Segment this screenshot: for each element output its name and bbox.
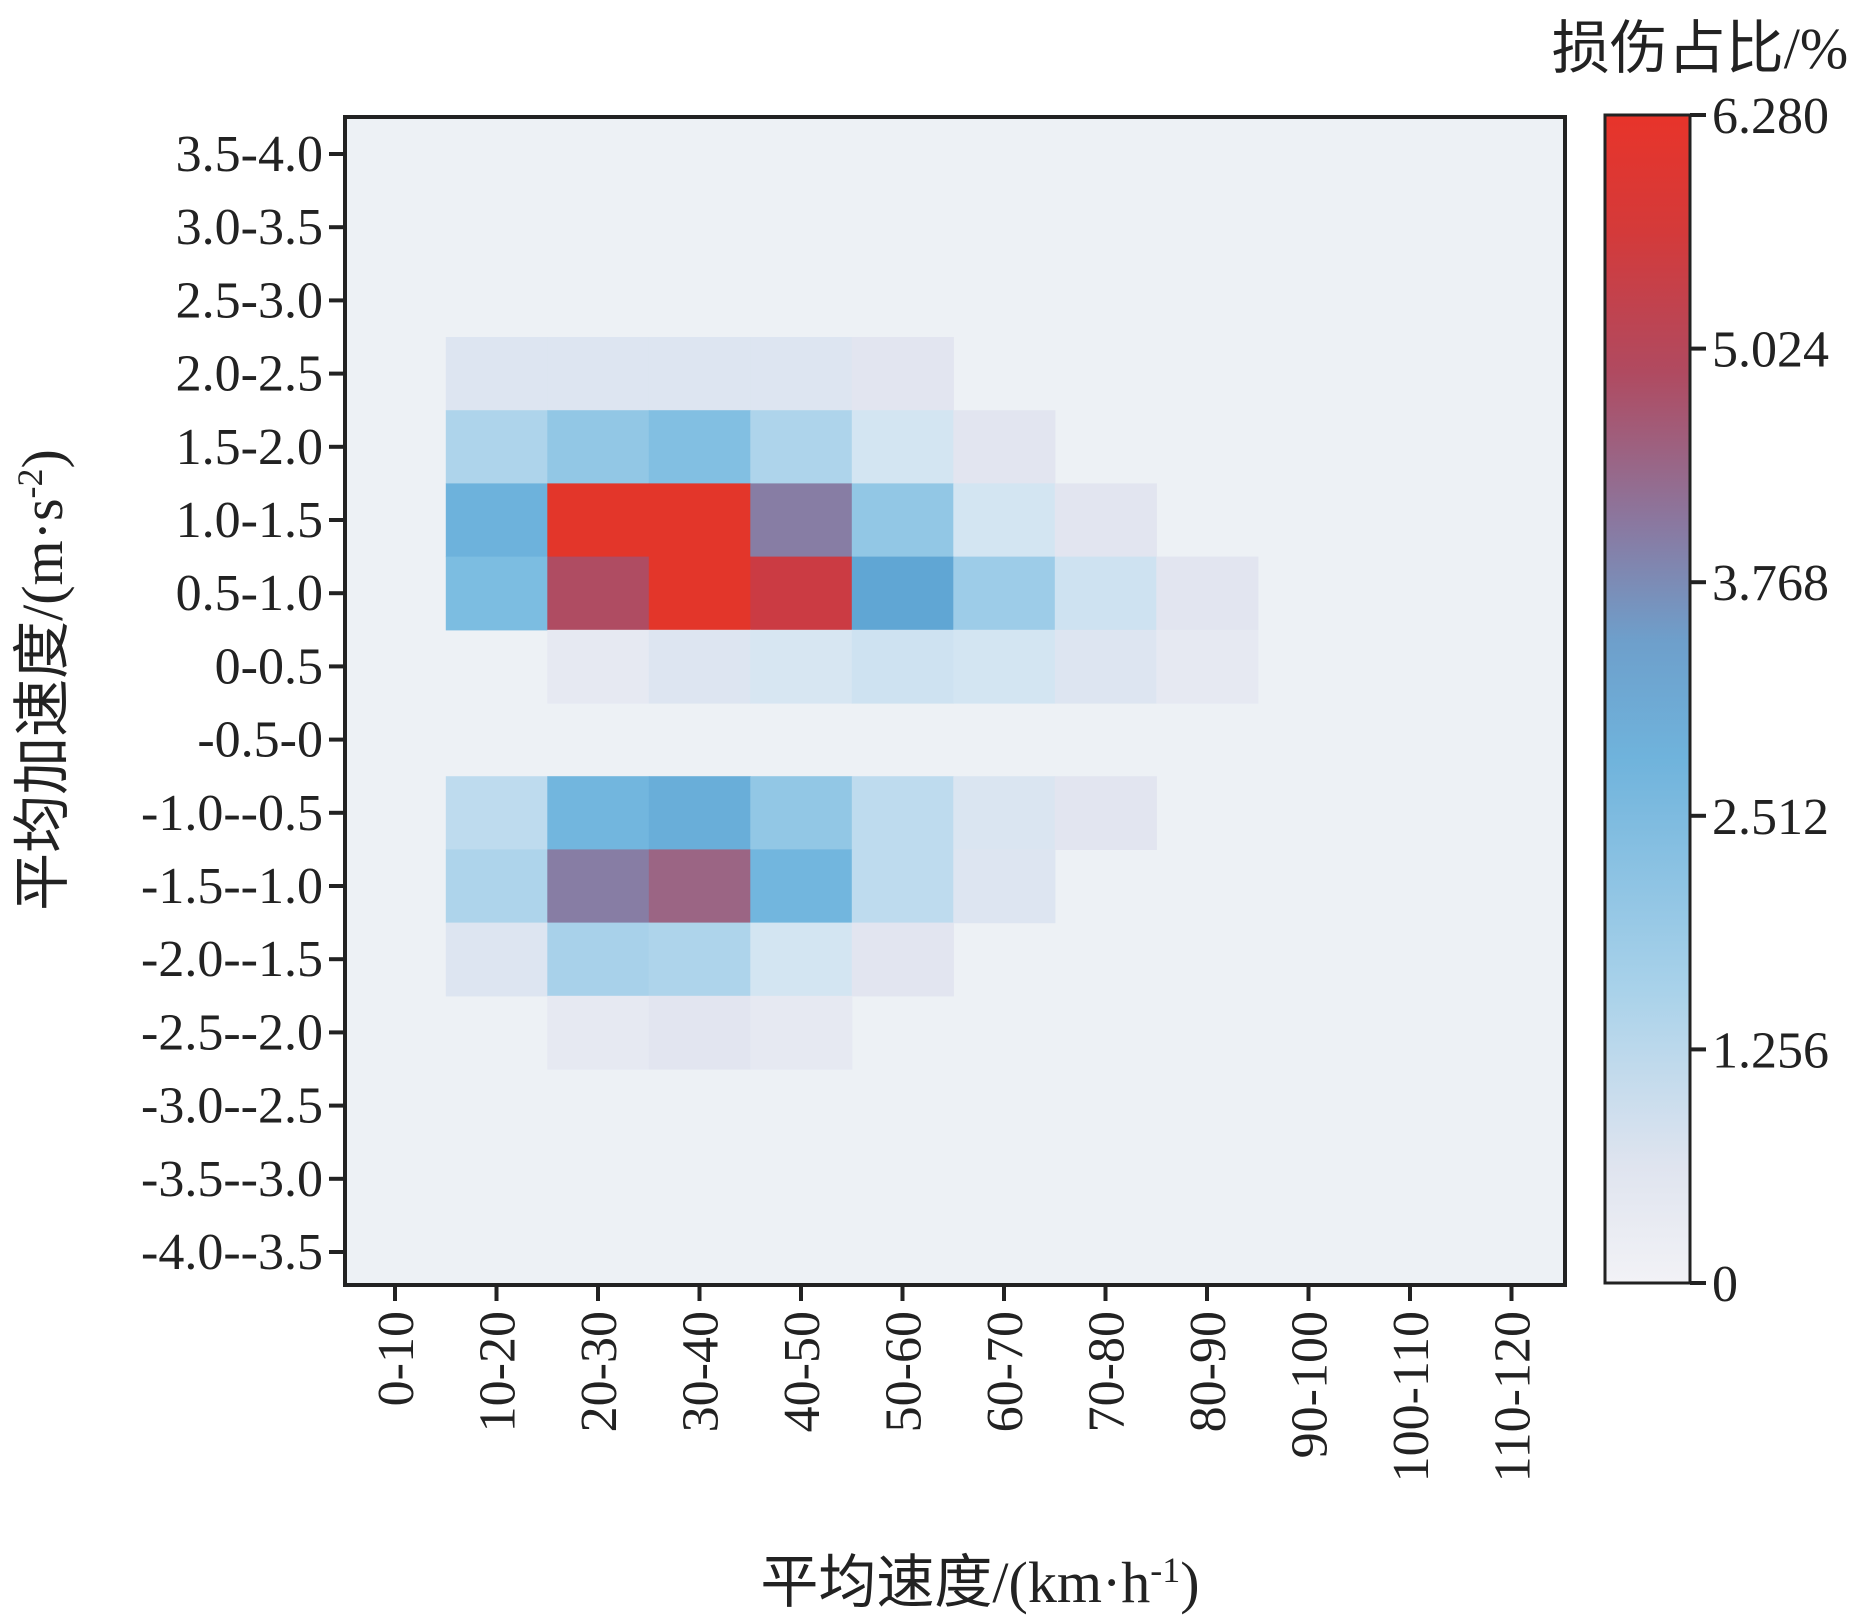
x-tick-label: 0-10 xyxy=(368,1311,425,1406)
colorbar-tick-label: 5.024 xyxy=(1712,322,1829,379)
heatmap-cell xyxy=(953,776,1056,850)
heatmap-cell xyxy=(547,629,650,704)
heatmap-cell xyxy=(750,849,853,924)
y-axis: 3.5-4.0 3.0-3.5 2.5-3.0 2.0-2.5 1.5-2.0 1.0-1… xyxy=(141,126,345,1281)
heatmap-cell xyxy=(648,776,751,850)
x-tick-label: 40-50 xyxy=(774,1311,831,1432)
x-tick-label: 80-90 xyxy=(1180,1311,1237,1432)
heatmap-cell xyxy=(851,849,954,924)
y-tick-label: -1.0--0.5 xyxy=(141,785,323,842)
heatmap-cell xyxy=(750,337,853,411)
heatmap-cell xyxy=(953,556,1056,631)
x-tick-label: 20-30 xyxy=(571,1311,628,1432)
heatmap-cell xyxy=(547,849,650,924)
heatmap-cell xyxy=(445,410,548,484)
heatmap-cell xyxy=(445,483,548,558)
x-axis-title: 平均速度/(km·h-1) xyxy=(760,1550,1199,1615)
colorbar-ticks: 6.280 5.024 3.768 2.512 1.256 0 xyxy=(1690,88,1829,1313)
heatmap-cell xyxy=(445,776,548,850)
y-tick-label: 1.0-1.5 xyxy=(176,492,323,549)
heatmap-cell xyxy=(648,629,751,704)
heatmap-cell xyxy=(648,849,751,924)
heatmap-cell xyxy=(547,337,650,411)
heatmap-cell xyxy=(851,629,954,704)
y-tick-label: -3.5--3.0 xyxy=(141,1151,323,1208)
y-tick-label: 2.0-2.5 xyxy=(176,346,323,403)
plot-frame xyxy=(343,115,1567,1287)
colorbar-tick-label: 1.256 xyxy=(1712,1022,1829,1079)
colorbar-tick-label: 2.512 xyxy=(1712,789,1829,846)
heatmap-cell xyxy=(851,410,954,484)
heatmap-cell xyxy=(648,556,751,631)
heatmap-cell xyxy=(648,410,751,484)
y-tick-label: 2.5-3.0 xyxy=(176,272,323,329)
heatmap-cell xyxy=(750,556,853,631)
heatmap-cell xyxy=(851,483,954,558)
y-tick-label: -2.0--1.5 xyxy=(141,931,323,988)
heatmap-cell xyxy=(547,995,650,1070)
heatmap-cells xyxy=(345,117,1565,1285)
heatmap-cell xyxy=(547,922,650,997)
y-tick-label: -2.5--2.0 xyxy=(141,1004,323,1061)
heatmap-cell xyxy=(1054,483,1157,558)
heatmap-cell xyxy=(547,556,650,631)
heatmap-cell xyxy=(851,776,954,850)
x-tick-label: 100-110 xyxy=(1383,1311,1440,1482)
heatmap-cell xyxy=(750,483,853,558)
heatmap-cell xyxy=(1054,776,1157,850)
y-tick-label: 0.5-1.0 xyxy=(176,565,323,622)
x-tick-label: 70-80 xyxy=(1079,1311,1136,1432)
heatmap-cell xyxy=(1054,556,1157,631)
y-axis-title: 平均加速度/(m·s-2) xyxy=(10,449,75,911)
heatmap-cell xyxy=(445,922,548,997)
heatmap-cell xyxy=(750,629,853,704)
x-tick-label: 110-120 xyxy=(1485,1311,1542,1482)
heatmap-cell xyxy=(851,922,954,997)
y-tick-label: -3.0--2.5 xyxy=(141,1078,323,1135)
x-tick-label: 60-70 xyxy=(977,1311,1034,1432)
y-tick-label: 3.0-3.5 xyxy=(176,199,323,256)
x-axis: 0-10 10-20 20-30 30-40 40-50 50-60 60-70 70-80 8… xyxy=(368,1285,1542,1482)
heatmap-cell xyxy=(953,410,1056,484)
heatmap-cell xyxy=(750,995,853,1070)
heatmap-cell xyxy=(547,483,650,558)
heatmap-cell xyxy=(445,849,548,924)
colorbar-title: 损伤占比/% xyxy=(1552,16,1848,81)
y-tick-label: 0-0.5 xyxy=(215,638,323,695)
heatmap-cell xyxy=(851,337,954,411)
y-tick-label: -1.5--1.0 xyxy=(141,858,323,915)
x-tick-label: 90-100 xyxy=(1282,1311,1339,1458)
heatmap-cell xyxy=(1156,556,1259,631)
heatmap-cell xyxy=(547,410,650,484)
heatmap-cell xyxy=(851,556,954,631)
heatmap-cell xyxy=(953,849,1056,924)
heatmap-cell xyxy=(750,922,853,997)
x-tick-label: 50-60 xyxy=(876,1311,933,1432)
y-tick-label: -4.0--3.5 xyxy=(141,1224,323,1281)
heatmap-cell xyxy=(648,337,751,411)
x-tick-label: 10-20 xyxy=(470,1311,527,1432)
heatmap-cell xyxy=(648,922,751,997)
heatmap-cell xyxy=(953,629,1056,704)
heatmap-cell xyxy=(750,776,853,850)
heatmap-cell xyxy=(445,337,548,411)
y-tick-label: 3.5-4.0 xyxy=(176,126,323,183)
heatmap-cell xyxy=(445,556,548,631)
heatmap-cell xyxy=(1054,629,1157,704)
colorbar xyxy=(1603,113,1692,1285)
y-tick-label: 1.5-2.0 xyxy=(176,419,323,476)
colorbar-tick-label: 6.280 xyxy=(1712,88,1829,145)
heatmap-cell xyxy=(547,776,650,850)
colorbar-tick-label: 0 xyxy=(1712,1256,1738,1313)
heatmap-cell xyxy=(1156,629,1259,704)
heatmap-cell xyxy=(750,410,853,484)
heatmap-cell xyxy=(953,483,1056,558)
heatmap-cell xyxy=(648,995,751,1070)
y-tick-label: -0.5-0 xyxy=(197,712,323,769)
heatmap-cell xyxy=(648,483,751,558)
x-tick-label: 30-40 xyxy=(673,1311,730,1432)
colorbar-tick-label: 3.768 xyxy=(1712,555,1829,612)
